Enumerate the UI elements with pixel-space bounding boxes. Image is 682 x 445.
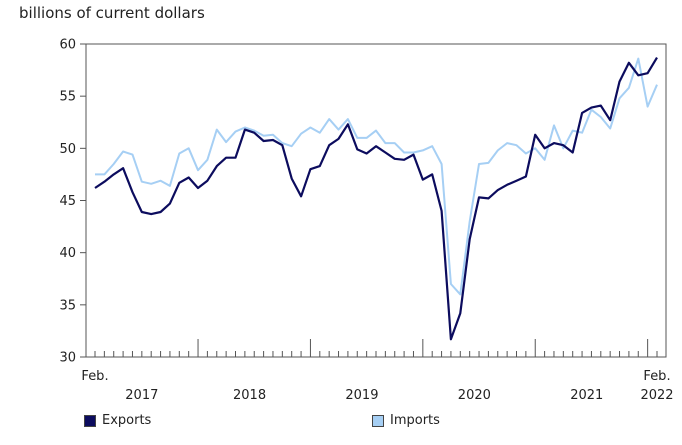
y-tick-label-50: 50 [59, 142, 76, 157]
plot-frame [85, 43, 667, 358]
y-tick-label-45: 45 [59, 194, 76, 209]
y-tick-label-35: 35 [59, 298, 76, 313]
exports-swatch [84, 414, 96, 427]
year-label-2018: 2018 [233, 388, 266, 403]
legend-exports: Exports [84, 413, 151, 428]
year-label-2021: 2021 [570, 388, 603, 403]
legend-imports-label: Imports [390, 413, 440, 428]
x-end-label: Feb. [643, 369, 670, 384]
y-tick-label-55: 55 [59, 90, 76, 105]
legend-imports: Imports [372, 413, 440, 428]
series-line-imports [95, 57, 658, 296]
year-label-2022: 2022 [640, 388, 673, 403]
year-label-2019: 2019 [345, 388, 378, 403]
y-axis-title: billions of current dollars [19, 4, 205, 22]
year-label-2020: 2020 [458, 388, 491, 403]
series-line-exports [94, 57, 658, 341]
imports-swatch [372, 414, 384, 427]
y-tick-label-30: 30 [59, 351, 76, 366]
x-start-label: Feb. [81, 369, 108, 384]
y-tick-label-60: 60 [59, 38, 76, 53]
year-label-2017: 2017 [125, 388, 158, 403]
y-tick-label-40: 40 [59, 246, 76, 261]
legend-exports-label: Exports [102, 413, 152, 428]
